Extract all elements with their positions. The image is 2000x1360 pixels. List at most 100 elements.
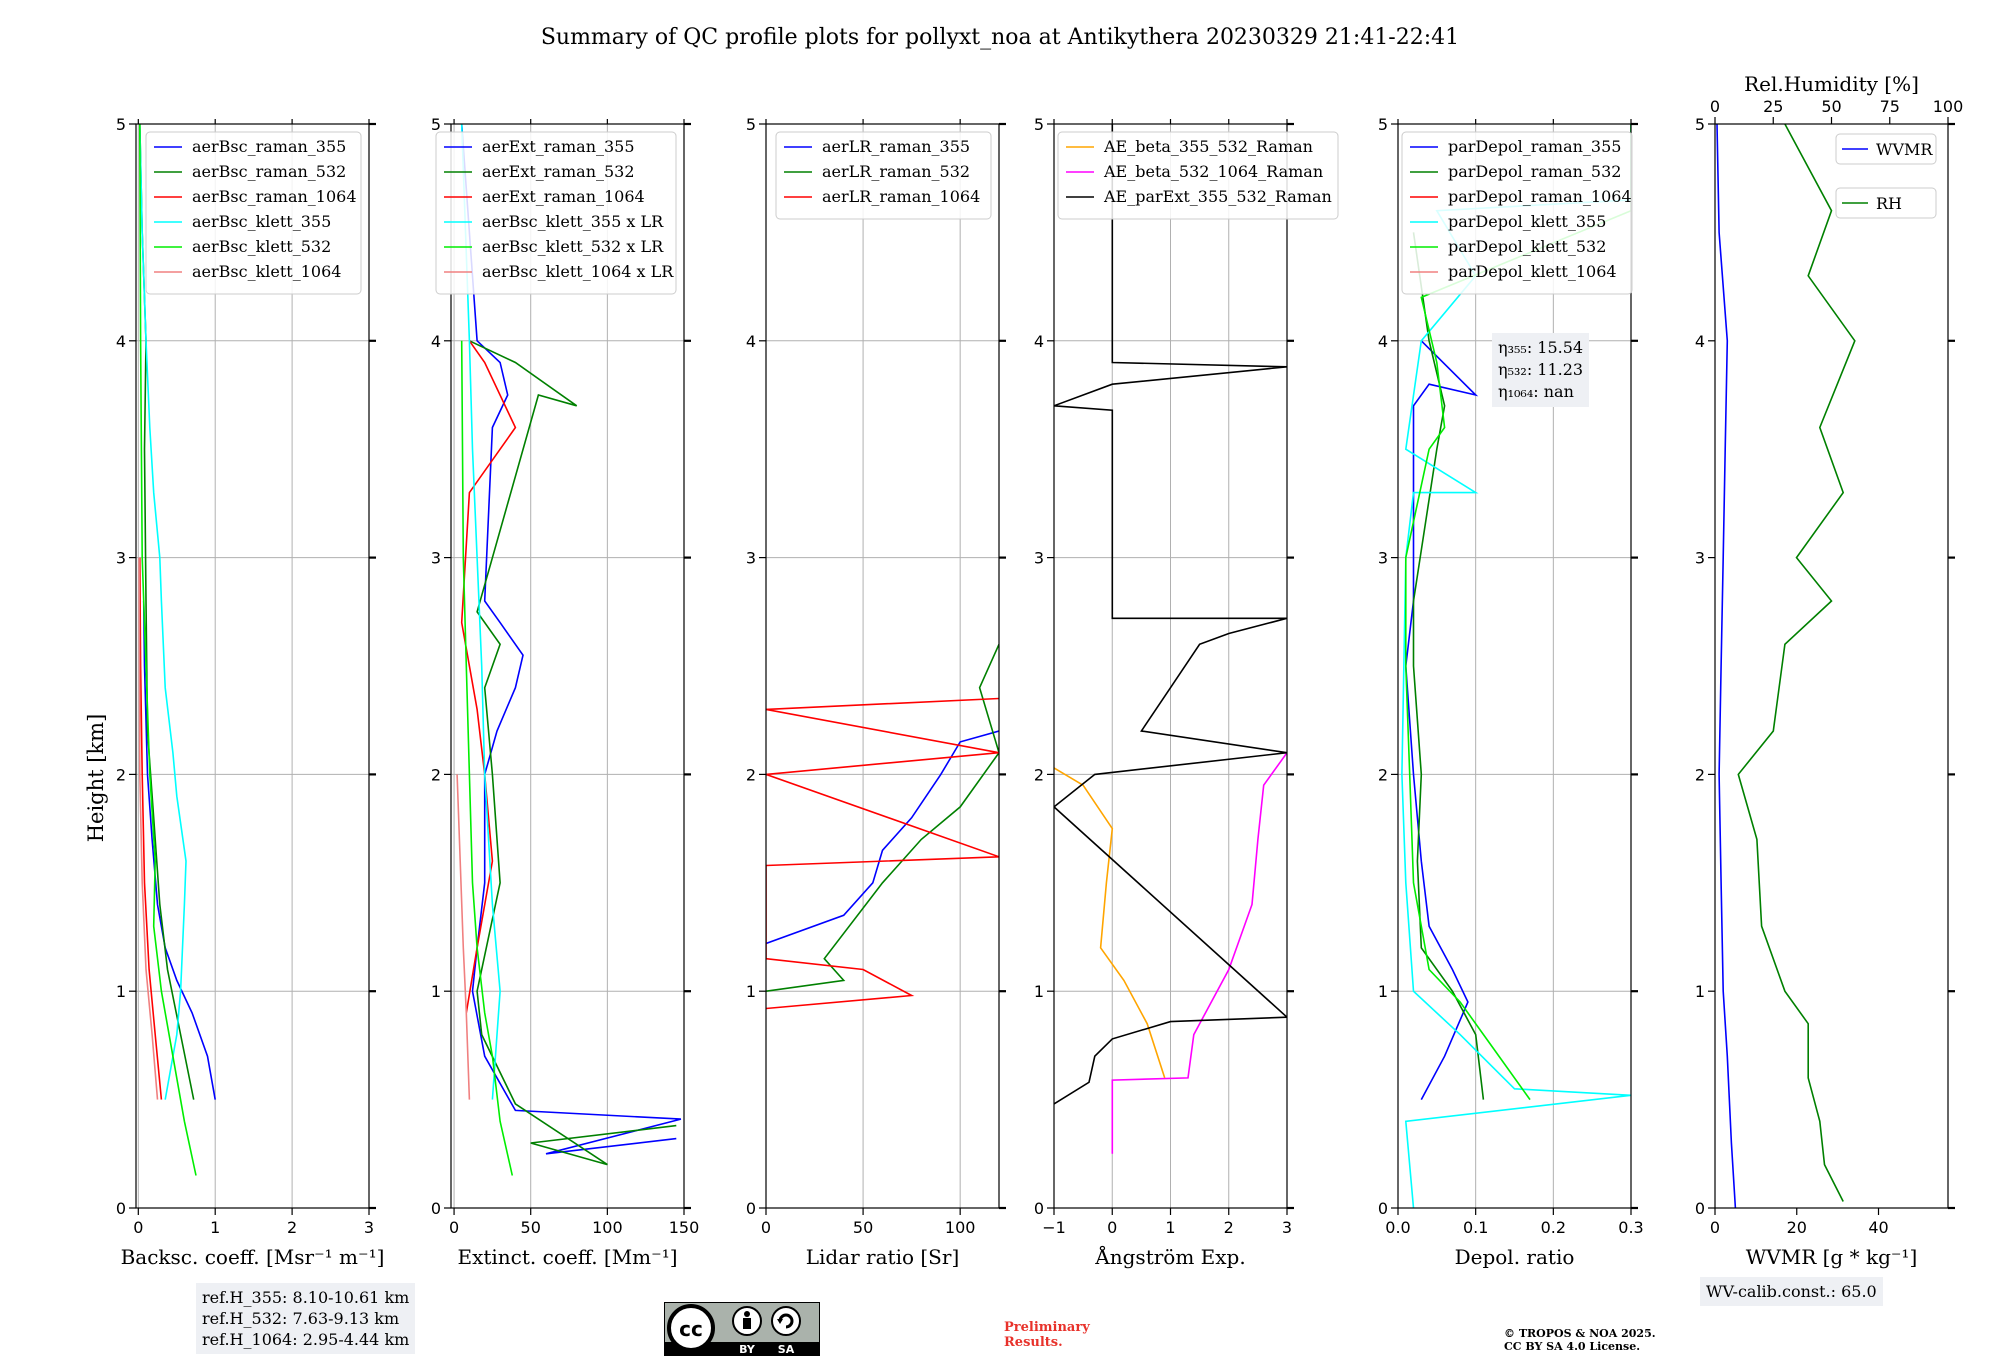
svg-text:cc: cc [679,1317,703,1341]
y-tick-label: 3 [116,549,126,568]
series-line-aerext-raman-1064 [460,340,517,1014]
x-tick-label: −1 [1042,1218,1066,1237]
y-tick-label: 1 [1695,982,1705,1001]
series-line-aerbsc-klett-1064 [138,557,159,1100]
y-tick-label: 2 [116,765,126,784]
y-tick-label: 3 [746,549,756,568]
legend-label-aerext-raman-532: aerExt_raman_532 [482,162,635,181]
y-tick-label: 5 [431,115,441,134]
x-tick-label: 0 [1107,1218,1117,1237]
y-tick-label: 0 [746,1199,756,1218]
series-line-ae-parext-355-532-raman [1054,124,1287,1105]
legend-label-pardepol-raman-355: parDepol_raman_355 [1448,137,1621,156]
eta-box: η₃₅₅: 15.54 η₅₃₂: 11.23 η₁₀₆₄: nan [1492,333,1590,407]
series-line-aerext-raman-355 [460,124,682,1155]
series-line-aerbsc-klett-532-x-lr [460,340,514,1176]
y-tick-label: 4 [116,332,126,351]
y-tick-label: 4 [431,332,441,351]
x-tick-label: 100 [945,1218,976,1237]
series-line-aerlr-raman-355 [766,730,999,945]
legend-label-aerbsc-klett-355-x-lr: aerBsc_klett_355 x LR [482,212,664,231]
series-group [456,124,682,1176]
series-line-aerbsc-raman-355 [142,600,216,1100]
panel-frame [135,123,370,1209]
y-tick-label: 2 [1034,765,1044,784]
x-tick-label: 0 [449,1218,459,1237]
legend-label-pardepol-klett-355: parDepol_klett_355 [1448,212,1606,231]
legend-box [775,131,992,220]
legend-label-ae-beta-532-1064-raman: AE_beta_532_1064_Raman [1103,162,1323,181]
legend-label-ae-beta-355-532-raman: AE_beta_355_532_Raman [1103,137,1313,156]
x-tick-label: 0.0 [1385,1218,1410,1237]
reference-height-box: ref.H_355: 8.10-10.61 km ref.H_532: 7.63… [196,1283,416,1354]
x-tick-label: 0.3 [1618,1218,1643,1237]
eta-1064: η₁₀₆₄: nan [1498,382,1574,401]
legend-label-aerbsc-klett-532-x-lr: aerBsc_klett_532 x LR [482,237,664,256]
cc-by-label: BY [739,1343,756,1356]
x-tick-label: 100 [592,1218,623,1237]
preliminary-note: Preliminary Results. [1004,1320,1090,1350]
x-axis-label: Backsc. coeff. [Msr⁻¹ m⁻¹] [121,1245,385,1269]
copyright-line-2: CC BY SA 4.0 License. [1504,1340,1641,1353]
legend-label-wvmr: WVMR [1876,140,1933,159]
panel-frame [1397,123,1632,1209]
series-group [138,124,216,1176]
x-tick-label: 50 [521,1218,541,1237]
x-tick-label: 1 [1165,1218,1175,1237]
legend-box [435,131,677,295]
panel-frame [1714,123,1949,1209]
panel-2: 0 50 100 150 0 1 2 3 4 5 Extinct. coeff. [Mm⁻¹] aer… [431,115,699,1269]
panel-3: 0 50 100 0 1 2 3 4 5 Lidar ratio [Sr] aerLR_raman_… [746,115,1006,1269]
legend-label-aerext-raman-1064: aerExt_raman_1064 [482,187,645,206]
y-tick-label: 0 [1378,1199,1388,1218]
y-tick-label: 3 [1378,549,1388,568]
legend-label-pardepol-klett-532: parDepol_klett_532 [1448,237,1606,256]
legend-label-aerbsc-klett-532: aerBsc_klett_532 [192,237,331,256]
x-tick-label: 0.1 [1463,1218,1488,1237]
y-tick-label: 1 [1378,982,1388,1001]
legend-label-aerbsc-klett-1064: aerBsc_klett_1064 [192,262,341,281]
y-tick-label: 3 [1695,549,1705,568]
legend-label-aerlr-raman-355: aerLR_raman_355 [822,137,970,156]
legend-label-aerbsc-raman-1064: aerBsc_raman_1064 [192,187,357,206]
series-line-pardepol-raman-532 [1412,232,1485,1100]
figure-title: Summary of QC profile plots for pollyxt_… [541,25,1459,50]
legend-label-rh: RH [1876,194,1902,213]
panel-1: 0 1 2 3 0 1 2 3 4 5 Backsc. coeff. [Msr⁻¹ m⁻¹] aerB… [116,115,385,1269]
y-tick-label: 2 [1695,765,1705,784]
cc-sa-label: SA [778,1343,795,1356]
x-axis-label: Lidar ratio [Sr] [806,1245,960,1269]
x-tick-label: 20 [1787,1218,1807,1237]
series-line-ae-beta-532-1064-raman [1111,752,1287,1154]
y-tick-label: 4 [1034,332,1044,351]
series-line-aerlr-raman-532 [766,643,999,992]
y-tick-label: 3 [1034,549,1044,568]
legend-label-pardepol-raman-1064: parDepol_raman_1064 [1448,187,1632,206]
series-line-pardepol-raman-355 [1404,340,1479,1100]
x2-tick-label: 100 [1933,97,1964,116]
x-tick-label: 3 [364,1218,374,1237]
y-tick-label: 1 [746,982,756,1001]
x-tick-label: 40 [1868,1218,1888,1237]
preliminary-line-2: Results. [1004,1335,1063,1350]
y-tick-label: 3 [431,549,441,568]
x-tick-label: 3 [1282,1218,1292,1237]
eta-355: η₃₅₅: 15.54 [1498,338,1584,357]
series-line-aerlr-raman-1064 [766,697,999,1010]
series-group [1054,124,1287,1154]
reference-height-1064: ref.H_1064: 2.95-4.44 km [202,1330,410,1349]
legend-label-aerbsc-klett-355: aerBsc_klett_355 [192,212,331,231]
y-tick-label: 5 [1034,115,1044,134]
legend-label-aerbsc-klett-1064-x-lr: aerBsc_klett_1064 x LR [482,262,674,281]
y-tick-label: 1 [431,982,441,1001]
x-axis-label: Extinct. coeff. [Mm⁻¹] [457,1245,677,1269]
reference-height-355: ref.H_355: 8.10-10.61 km [202,1288,410,1307]
x-tick-label: 2 [1224,1218,1234,1237]
legend-label-ae-parext-355-532-raman: AE_parExt_355_532_Raman [1103,187,1332,206]
series-group [1401,124,1631,1208]
y-tick-label: 5 [1695,115,1705,134]
x2-tick-label: 0 [1710,97,1720,116]
legend-box [145,131,362,295]
x-tick-label: 0 [1710,1218,1720,1237]
y-tick-label: 0 [1695,1199,1705,1218]
